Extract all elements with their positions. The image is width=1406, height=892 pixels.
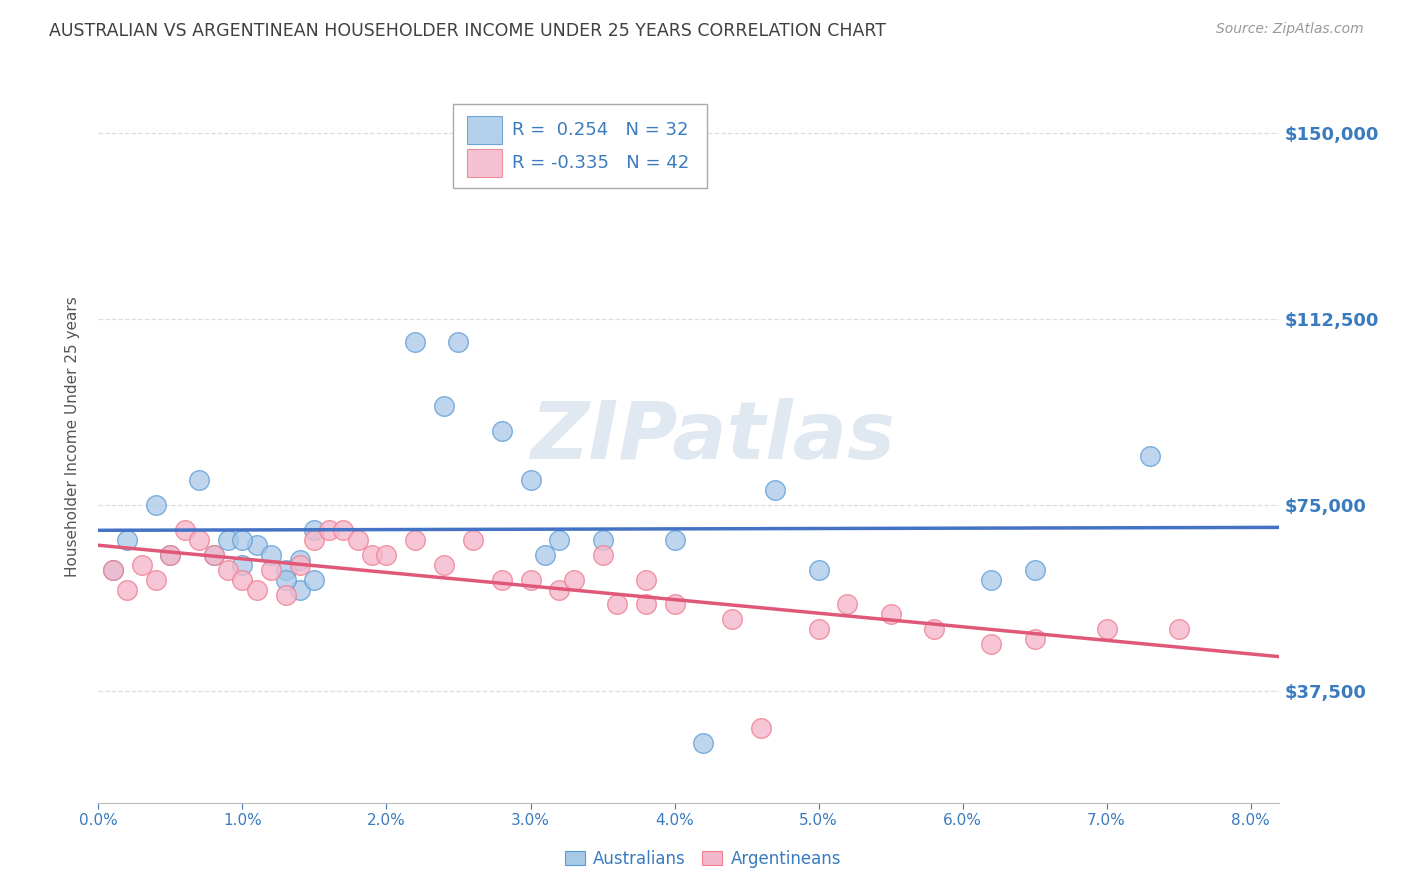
- Point: [592, 548, 614, 562]
- Point: [231, 573, 253, 587]
- Point: [879, 607, 901, 622]
- Point: [807, 622, 830, 636]
- Text: AUSTRALIAN VS ARGENTINEAN HOUSEHOLDER INCOME UNDER 25 YEARS CORRELATION CHART: AUSTRALIAN VS ARGENTINEAN HOUSEHOLDER IN…: [49, 22, 886, 40]
- Point: [447, 334, 470, 349]
- Point: [837, 598, 859, 612]
- Text: Source: ZipAtlas.com: Source: ZipAtlas.com: [1216, 22, 1364, 37]
- Point: [346, 533, 368, 547]
- Point: [980, 637, 1002, 651]
- Point: [433, 558, 456, 572]
- Text: ZIPatlas: ZIPatlas: [530, 398, 896, 476]
- Point: [159, 548, 181, 562]
- Point: [304, 523, 326, 537]
- Point: [491, 424, 513, 438]
- Point: [188, 474, 211, 488]
- Point: [519, 573, 541, 587]
- Point: [260, 563, 283, 577]
- Point: [404, 533, 426, 547]
- Legend: Australians, Argentineans: Australians, Argentineans: [558, 844, 848, 875]
- Point: [173, 523, 195, 537]
- Point: [115, 582, 138, 597]
- Point: [592, 533, 614, 547]
- Point: [634, 573, 657, 587]
- Point: [202, 548, 225, 562]
- Point: [188, 533, 211, 547]
- Point: [159, 548, 181, 562]
- Point: [433, 399, 456, 413]
- Point: [131, 558, 153, 572]
- Point: [1024, 563, 1046, 577]
- Point: [763, 483, 786, 498]
- Point: [288, 582, 311, 597]
- Point: [202, 548, 225, 562]
- Point: [217, 533, 239, 547]
- Point: [288, 558, 311, 572]
- Point: [274, 563, 297, 577]
- Point: [274, 588, 297, 602]
- Point: [807, 563, 830, 577]
- Point: [115, 533, 138, 547]
- Point: [692, 736, 714, 750]
- Point: [318, 523, 340, 537]
- Point: [217, 563, 239, 577]
- FancyBboxPatch shape: [467, 116, 502, 144]
- Point: [375, 548, 398, 562]
- Point: [980, 573, 1002, 587]
- Point: [246, 582, 269, 597]
- Point: [664, 598, 686, 612]
- Point: [491, 573, 513, 587]
- Point: [1139, 449, 1161, 463]
- Point: [404, 334, 426, 349]
- Point: [231, 533, 253, 547]
- Point: [101, 563, 124, 577]
- Point: [606, 598, 628, 612]
- Point: [1167, 622, 1189, 636]
- Point: [145, 573, 167, 587]
- Point: [231, 558, 253, 572]
- Point: [332, 523, 354, 537]
- Point: [1024, 632, 1046, 647]
- Point: [534, 548, 557, 562]
- Point: [548, 533, 571, 547]
- Point: [246, 538, 269, 552]
- Point: [304, 573, 326, 587]
- Point: [1095, 622, 1118, 636]
- Point: [548, 582, 571, 597]
- Point: [461, 533, 484, 547]
- Text: R =  0.254   N = 32: R = 0.254 N = 32: [512, 121, 689, 139]
- Point: [288, 553, 311, 567]
- Text: R = -0.335   N = 42: R = -0.335 N = 42: [512, 153, 689, 172]
- Point: [304, 533, 326, 547]
- Point: [562, 573, 585, 587]
- Point: [634, 598, 657, 612]
- Point: [519, 474, 541, 488]
- Point: [361, 548, 384, 562]
- FancyBboxPatch shape: [467, 149, 502, 177]
- Point: [922, 622, 945, 636]
- Point: [274, 573, 297, 587]
- Y-axis label: Householder Income Under 25 years: Householder Income Under 25 years: [65, 297, 80, 577]
- Point: [749, 722, 772, 736]
- Point: [145, 498, 167, 512]
- Point: [101, 563, 124, 577]
- Point: [664, 533, 686, 547]
- FancyBboxPatch shape: [453, 104, 707, 188]
- Point: [721, 612, 744, 626]
- Point: [260, 548, 283, 562]
